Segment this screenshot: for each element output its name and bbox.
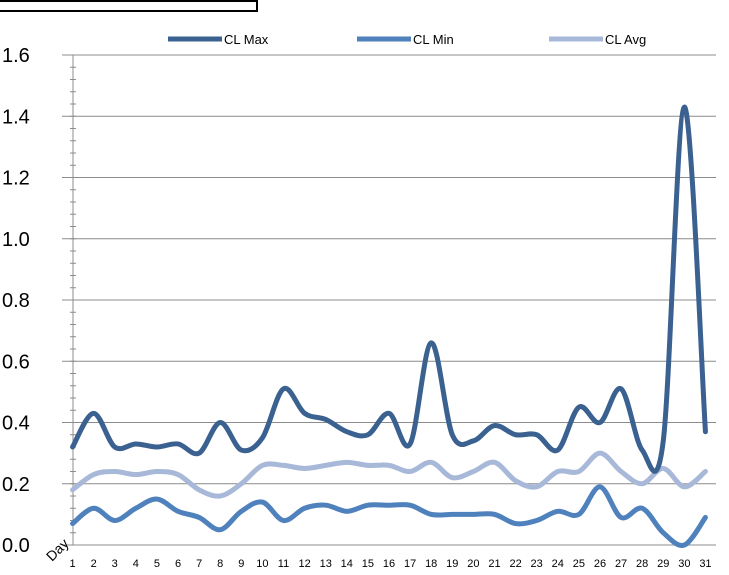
x-tick-label: 15 — [362, 558, 374, 570]
series-line-cl-avg — [70, 450, 708, 499]
y-tick-label: 0.2 — [2, 474, 30, 496]
y-tick-label: 0.4 — [2, 413, 30, 435]
x-tick-label: 26 — [594, 558, 606, 570]
x-tick-label: 17 — [404, 558, 416, 570]
x-tick-label: 21 — [488, 558, 500, 570]
x-tick-label: 13 — [320, 558, 332, 570]
x-tick-label: 24 — [552, 558, 564, 570]
legend-label: CL Min — [413, 32, 454, 47]
series-line-cl-max — [70, 104, 708, 474]
y-axis: 0.0 0.2 0.4 0.6 0.8 1.0 1.2 1.4 1.6 — [2, 45, 76, 557]
x-tick-label: 30 — [678, 558, 690, 570]
series-lines — [70, 104, 708, 548]
x-tick-label: 28 — [636, 558, 648, 570]
series-line-cl-min — [70, 484, 708, 548]
x-tick-label: 3 — [112, 558, 118, 570]
x-tick-label: 8 — [217, 558, 223, 570]
x-tick-label: 4 — [133, 558, 139, 570]
y-tick-label: 1.4 — [2, 106, 30, 128]
x-tick-label: 31 — [699, 558, 711, 570]
y-tick-label: 0.8 — [2, 290, 30, 312]
x-tick-label: 23 — [531, 558, 543, 570]
y-tick-label: 1.2 — [2, 168, 30, 190]
x-axis: 1 2 3 4 5 6 7 8 9 10 11 12 13 14 15 16 17 18 19 20 21 22 23 24 2… — [69, 558, 711, 570]
x-tick-label: 9 — [238, 558, 244, 570]
legend-label: CL Avg — [605, 32, 646, 47]
gridlines — [62, 54, 716, 546]
x-tick-label: 1 — [69, 558, 75, 570]
x-tick-label: 19 — [446, 558, 458, 570]
x-tick-label: 12 — [298, 558, 310, 570]
x-tick-label: 18 — [425, 558, 437, 570]
x-tick-label: 29 — [657, 558, 669, 570]
y-tick-label: 0.6 — [2, 351, 30, 373]
header-box — [0, 0, 258, 12]
y-tick-label: 1.0 — [2, 229, 30, 251]
x-tick-label: 10 — [256, 558, 268, 570]
legend: CL Max CL Min CL Avg — [168, 32, 646, 47]
x-tick-label: 5 — [154, 558, 160, 570]
y-tick-label: 1.6 — [2, 45, 30, 67]
x-tick-label: 14 — [341, 558, 353, 570]
y-tick-label: 0.0 — [2, 535, 30, 557]
x-tick-label: 27 — [615, 558, 627, 570]
x-axis-label: Day — [43, 535, 72, 564]
x-tick-label: 7 — [196, 558, 202, 570]
legend-label: CL Max — [224, 32, 269, 47]
x-tick-label: 2 — [91, 558, 97, 570]
x-tick-label: 22 — [509, 558, 521, 570]
x-tick-label: 11 — [278, 558, 289, 570]
x-tick-label: 25 — [573, 558, 585, 570]
x-tick-label: 20 — [467, 558, 479, 570]
x-tick-label: 16 — [383, 558, 395, 570]
x-tick-label: 6 — [175, 558, 181, 570]
